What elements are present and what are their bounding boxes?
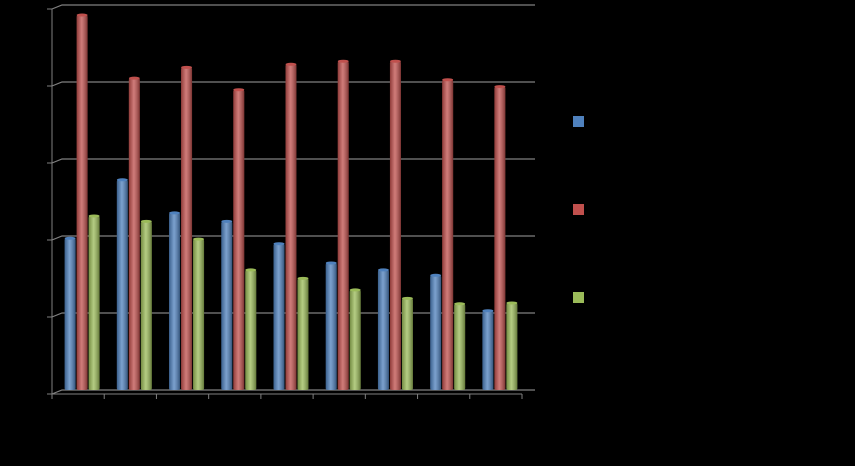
bar-cap (140, 219, 152, 223)
bar-shade (430, 275, 442, 390)
bar-cap (285, 62, 297, 66)
grid-line (51, 158, 535, 164)
bar-shade (442, 79, 454, 390)
bar-group (169, 211, 181, 390)
grid-line (51, 235, 535, 241)
bar-cap (116, 178, 128, 182)
bar-group (285, 62, 297, 390)
bar-group (482, 309, 494, 390)
legend-swatch (573, 116, 584, 127)
bar-cap (442, 78, 454, 82)
bar-shade (245, 269, 257, 390)
bar-group (401, 296, 413, 390)
bar-cap (64, 236, 76, 240)
bar-group (221, 219, 233, 390)
bar-cap (389, 59, 401, 63)
bar-group (454, 302, 466, 390)
bar-shade (193, 239, 205, 390)
bar-shade (325, 262, 337, 390)
bar-group (140, 219, 152, 390)
bar-shade (128, 78, 140, 391)
bar-cap (430, 273, 442, 277)
bar-group (233, 88, 245, 390)
grid-line (51, 4, 535, 10)
bar-cap (233, 88, 245, 92)
bar-shade (401, 298, 413, 390)
bar-group (76, 13, 88, 390)
bar-group (506, 301, 518, 390)
bar-shade (285, 64, 297, 390)
bar-group (88, 214, 100, 390)
grid-line (51, 389, 535, 395)
bar-cap (377, 268, 389, 272)
bar-group (297, 276, 309, 390)
legend-swatch (573, 204, 584, 215)
grid-line (51, 81, 535, 87)
bar-group (128, 76, 140, 391)
bar-cap (273, 242, 285, 246)
bar-shade (64, 238, 76, 390)
grid-line (51, 312, 535, 318)
bar-shade (349, 289, 361, 390)
bar-shade (337, 61, 349, 391)
bar-shade (377, 269, 389, 390)
bar-shade (76, 15, 88, 390)
bar-shade (221, 221, 233, 390)
bar-shade (273, 243, 285, 390)
bar-cap (221, 219, 233, 223)
bar-group (273, 242, 285, 390)
bar-group (116, 178, 128, 390)
bar-group (442, 78, 454, 390)
bar-group (325, 261, 337, 390)
bar-group (193, 237, 205, 390)
bar-shade (181, 67, 193, 391)
bar-shade (482, 310, 494, 390)
bar-shade (494, 86, 506, 391)
bar-cap (494, 85, 506, 89)
bar-cap (245, 268, 257, 272)
bar-shade (506, 302, 518, 390)
bar-shade (88, 215, 100, 390)
bar-cap (325, 261, 337, 265)
legend-swatch (573, 292, 584, 303)
bar-group (494, 85, 506, 391)
bar-group (349, 288, 361, 390)
bar-cap (506, 301, 518, 305)
bar-cap (88, 214, 100, 218)
bar-group (377, 268, 389, 390)
bar-cap (454, 302, 466, 306)
bar-group (64, 236, 76, 390)
bar-shade (233, 89, 245, 390)
bar-shade (140, 221, 152, 390)
bar-cap (193, 237, 205, 241)
bar-group (181, 65, 193, 391)
bar-cap (76, 13, 88, 17)
bar-cap (297, 276, 309, 280)
bar-shade (454, 303, 466, 390)
bar-group (389, 59, 401, 391)
bar-cap (482, 309, 494, 313)
bar-group (337, 59, 349, 391)
bar-group (245, 268, 257, 390)
bar-shade (297, 278, 309, 390)
bar-cap (128, 76, 140, 80)
bar-cap (169, 211, 181, 215)
bar-shade (389, 61, 401, 391)
bar-cap (337, 59, 349, 63)
bar-shade (116, 179, 128, 390)
bar-cap (349, 288, 361, 292)
bar-cap (401, 296, 413, 300)
bar-group (430, 273, 442, 390)
bar-cap (181, 65, 193, 69)
bar-shade (169, 212, 181, 390)
